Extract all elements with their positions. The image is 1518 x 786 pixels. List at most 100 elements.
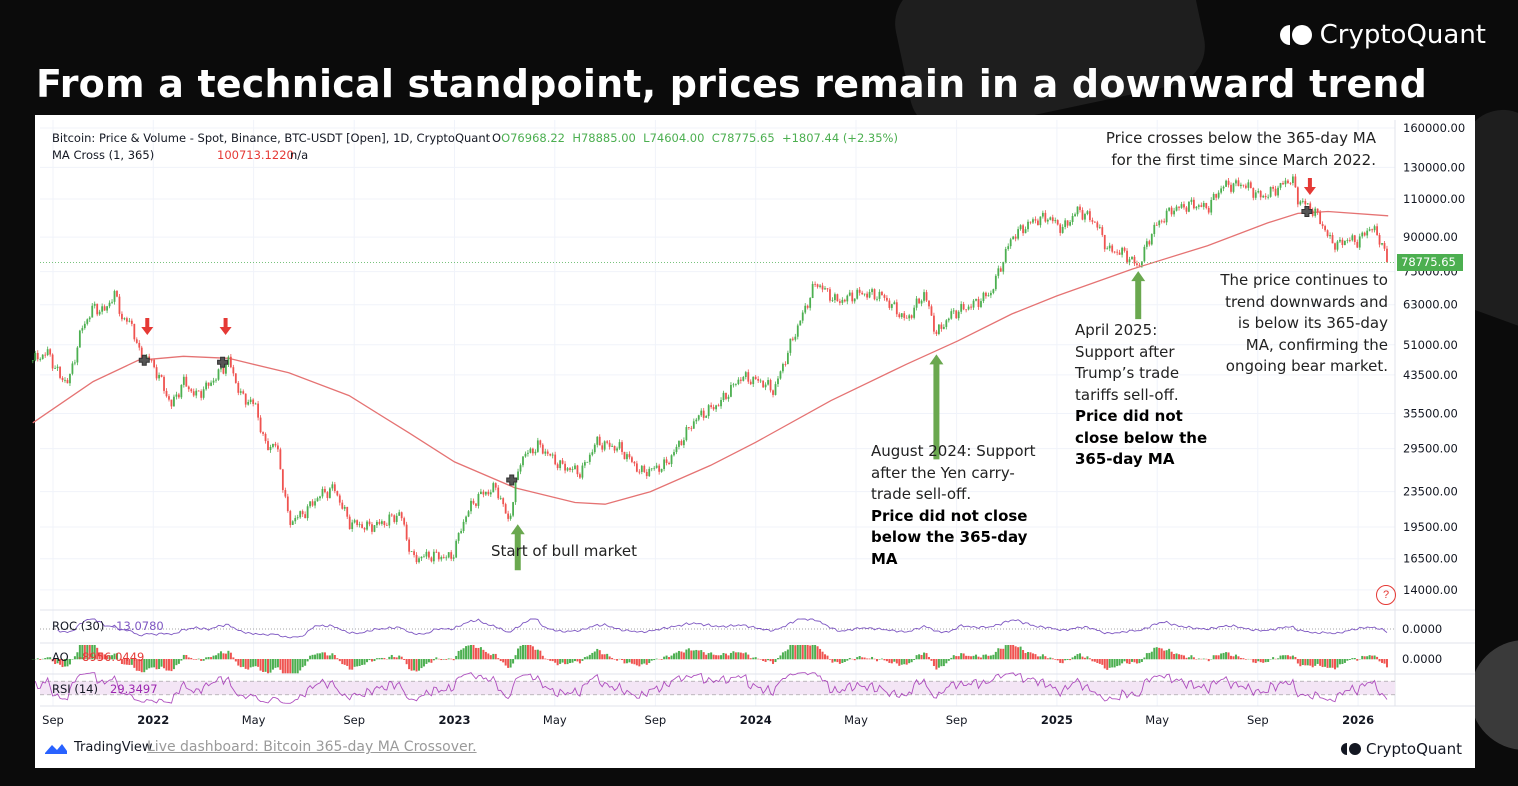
candle-body xyxy=(970,306,972,308)
candle-body xyxy=(502,498,505,505)
candle-body xyxy=(989,292,992,296)
ao-bar xyxy=(925,653,928,660)
ao-bar xyxy=(975,654,978,660)
ao-bar xyxy=(323,652,326,660)
candle-body xyxy=(534,451,537,454)
ao-bar xyxy=(1150,651,1153,660)
ao-bar xyxy=(1376,656,1379,660)
ao-bar xyxy=(111,655,114,660)
candle-body xyxy=(432,551,435,562)
ao-bar xyxy=(1192,657,1195,660)
ao-bar xyxy=(460,649,463,660)
candle-body xyxy=(1180,204,1183,208)
ao-bar xyxy=(76,652,79,660)
green-up-arrow-icon xyxy=(510,524,525,571)
candle-body xyxy=(947,318,950,321)
ao-bar xyxy=(767,659,770,661)
ao-bar xyxy=(494,653,497,660)
ao-bar xyxy=(487,653,490,660)
rsi-line xyxy=(34,672,1388,704)
ao-bar xyxy=(353,659,356,667)
ao-bar xyxy=(390,654,393,660)
candle-body xyxy=(363,527,366,530)
candle-body xyxy=(893,302,896,305)
ao-bar xyxy=(957,656,960,660)
candle-body xyxy=(1277,187,1279,196)
ao-bar xyxy=(1173,653,1176,660)
legend-change: +1807.44 (+2.35%) xyxy=(781,131,898,145)
ao-bar xyxy=(784,651,787,660)
ao-bar xyxy=(1353,658,1356,660)
legend-open: O76968.22 xyxy=(501,131,565,145)
ao-bar xyxy=(529,645,532,660)
ao-bar xyxy=(1069,659,1072,661)
candle-body xyxy=(504,504,507,514)
ao-bar xyxy=(125,659,128,665)
candle-body xyxy=(96,303,99,315)
ao-bar xyxy=(918,654,921,660)
ao-bar xyxy=(593,651,596,660)
ao-bar xyxy=(903,659,906,665)
ao-bar xyxy=(737,652,740,660)
ao-bar xyxy=(514,655,517,660)
ao-bar xyxy=(415,659,418,672)
candle-body xyxy=(1059,224,1062,233)
candle-body xyxy=(413,551,415,555)
ao-bar xyxy=(806,645,809,660)
ao-bar xyxy=(1083,657,1086,660)
candle-body xyxy=(51,354,54,369)
ao-bar xyxy=(759,659,762,660)
candle-body xyxy=(658,465,661,472)
ao-bar xyxy=(418,659,421,671)
ao-bar xyxy=(442,659,445,660)
candle-body xyxy=(56,366,59,369)
ao-bar xyxy=(546,659,549,660)
candle-body xyxy=(559,460,562,469)
ao-bar xyxy=(388,656,391,660)
ao-bar xyxy=(824,654,827,660)
candle-body xyxy=(653,467,656,469)
candle-body xyxy=(648,468,651,477)
ao-bar xyxy=(489,655,492,660)
ao-bar xyxy=(821,651,824,660)
candle-body xyxy=(1079,206,1081,211)
candle-body xyxy=(482,491,485,495)
tradingview-logo[interactable]: TradingView xyxy=(44,740,153,755)
dashboard-link[interactable]: Live dashboard: Bitcoin 365-day MA Cross… xyxy=(147,739,477,755)
ao-bar xyxy=(809,645,812,660)
ao-bar xyxy=(1046,658,1049,660)
ao-bar xyxy=(1074,655,1077,660)
candle-body xyxy=(324,488,326,493)
candle-body xyxy=(1037,220,1039,226)
candle-body xyxy=(1205,203,1208,208)
x-tick-label: 2024 xyxy=(740,713,772,727)
candle-body xyxy=(351,522,354,529)
candle-body xyxy=(1289,182,1292,184)
candle-body xyxy=(576,465,579,475)
ao-bar xyxy=(1088,658,1091,660)
candle-body xyxy=(1200,205,1203,207)
ao-bar xyxy=(799,645,802,660)
ao-bar xyxy=(819,648,822,660)
ao-bar xyxy=(408,659,411,670)
ao-bar xyxy=(816,646,819,660)
candle-body xyxy=(294,518,297,522)
ao-bar xyxy=(1351,658,1354,660)
candle-body xyxy=(824,288,826,290)
ao-bar xyxy=(1262,659,1265,663)
help-icon[interactable]: ? xyxy=(1376,585,1396,605)
ao-bar xyxy=(747,654,750,660)
candle-body xyxy=(378,521,381,524)
ao-bar xyxy=(477,647,480,660)
candle-body xyxy=(702,410,705,418)
ao-bar xyxy=(598,650,601,660)
candle-body xyxy=(960,304,963,312)
ao-bar xyxy=(744,652,747,660)
y-tick-label: 14000.00 xyxy=(1403,583,1458,597)
ao-bar xyxy=(695,649,698,660)
candle-body xyxy=(1084,214,1086,220)
candle-body xyxy=(1324,226,1326,231)
candle-body xyxy=(873,289,876,300)
ao-bar xyxy=(1361,655,1364,660)
